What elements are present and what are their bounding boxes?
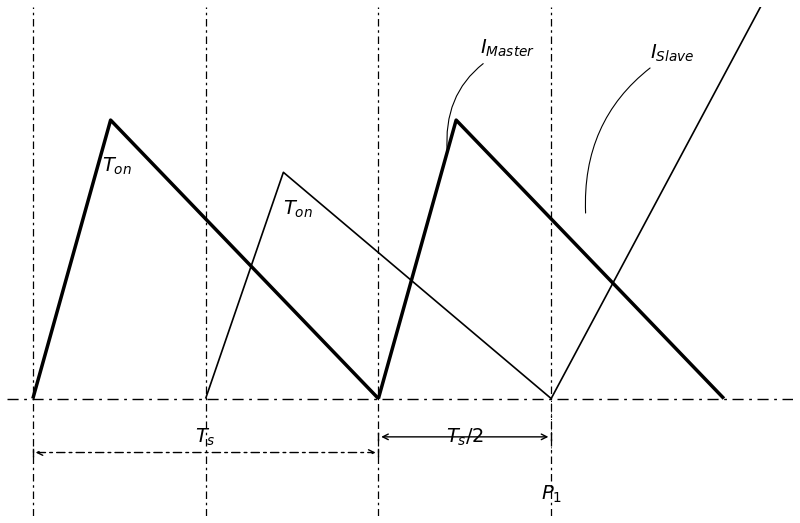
Text: $I_{Master}$: $I_{Master}$	[447, 38, 535, 152]
Text: $P_1$: $P_1$	[541, 484, 562, 505]
Text: $T_{on}$: $T_{on}$	[283, 199, 314, 220]
Text: $T_s$: $T_s$	[195, 426, 216, 448]
Text: $T_{on}$: $T_{on}$	[102, 155, 132, 177]
Text: $T_s/2$: $T_s/2$	[446, 426, 484, 448]
Text: $I_{Slave}$: $I_{Slave}$	[586, 42, 694, 213]
